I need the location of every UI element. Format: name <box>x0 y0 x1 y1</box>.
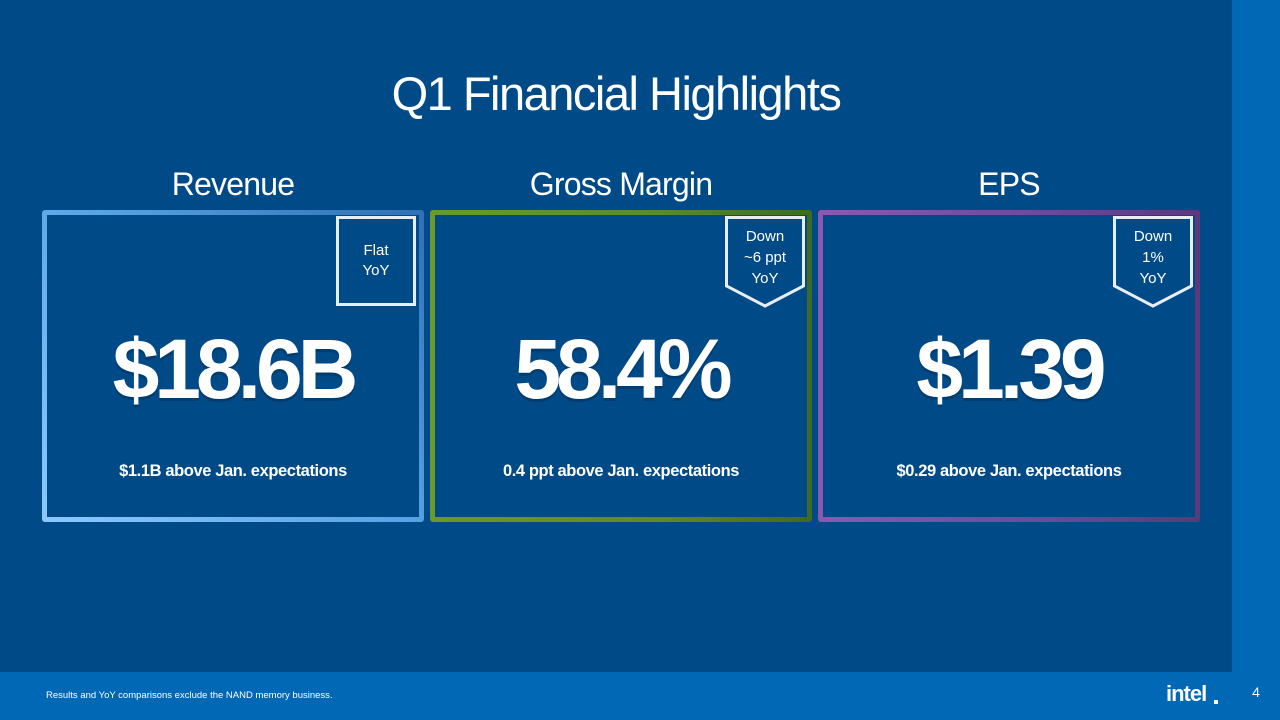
eps-heading: EPS <box>978 166 1040 202</box>
logo-dot <box>1214 700 1218 704</box>
page-number: 4 <box>1252 684 1260 700</box>
revenue-yoy-badge: Flat YoY <box>336 216 416 306</box>
intel-logo: intel <box>1166 681 1207 706</box>
badge-line: Down <box>745 228 785 245</box>
badge-line: 1% <box>1142 249 1164 266</box>
slide-title: Q1 Financial Highlights <box>391 67 842 120</box>
footnote: Results and YoY comparisons exclude the … <box>46 690 333 701</box>
gross-margin-subtitle: 0.4 ppt above Jan. expectations <box>502 462 740 480</box>
badge-line: YoY <box>751 270 779 287</box>
gross-margin-badge-text: Down ~6 ppt YoY <box>725 226 805 289</box>
eps-subtitle: $0.29 above Jan. expectations <box>896 462 1122 480</box>
gross-margin-value: 58.4% <box>514 322 732 416</box>
badge-line: YoY <box>1139 270 1167 287</box>
badge-line: Flat <box>363 242 389 259</box>
revenue-value: $18.6B <box>112 322 359 416</box>
eps-value: $1.39 <box>916 322 1106 416</box>
revenue-subtitle: $1.1B above Jan. expectations <box>119 462 347 480</box>
badge-line: Down <box>1133 228 1173 245</box>
gross-margin-card: 58.4% 0.4 ppt above Jan. expectations <box>430 210 812 522</box>
badge-line: YoY <box>362 262 390 279</box>
revenue-heading: Revenue <box>171 166 295 202</box>
eps-yoy-badge <box>1113 216 1193 308</box>
eps-badge-text: Down 1% YoY <box>1113 226 1193 289</box>
right-accent-stripe <box>1232 0 1280 720</box>
footer-bar <box>0 672 1232 720</box>
gross-margin-yoy-badge <box>725 216 805 308</box>
gross-margin-heading: Gross Margin <box>529 166 713 202</box>
badge-line: ~6 ppt <box>743 249 787 266</box>
